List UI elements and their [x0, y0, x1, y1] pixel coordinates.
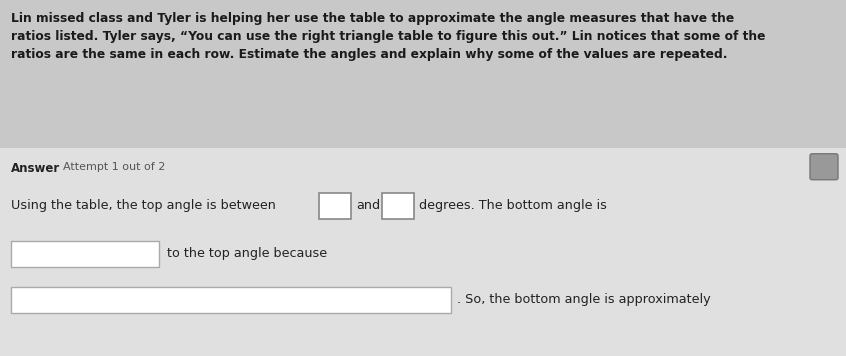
Bar [11, 241, 159, 267]
Text: to the top angle because: to the top angle because [167, 247, 327, 260]
Text: Lin missed class and Tyler is helping her use the table to approximate the angle: Lin missed class and Tyler is helping he… [11, 12, 734, 25]
Text: ratios listed. Tyler says, “You can use the right triangle table to figure this : ratios listed. Tyler says, “You can use … [11, 30, 766, 43]
Text: . So, the bottom angle is approximately: . So, the bottom angle is approximately [457, 293, 711, 306]
Bar [0, 0, 846, 148]
Bar [11, 287, 451, 313]
Text: ⌄: ⌄ [437, 295, 445, 305]
Bar [319, 193, 351, 219]
Text: degrees. The bottom angle is: degrees. The bottom angle is [419, 199, 607, 212]
Bar [0, 148, 846, 356]
Bar [382, 193, 414, 219]
Text: and: and [356, 199, 380, 212]
Text: ratios are the same in each row. Estimate the angles and explain why some of the: ratios are the same in each row. Estimat… [11, 48, 728, 61]
Text: Using the table, the top angle is between: Using the table, the top angle is betwee… [11, 199, 276, 212]
Text: ⌄: ⌄ [145, 249, 153, 259]
Text: Answer: Answer [11, 162, 60, 175]
Text: Attempt 1 out of 2: Attempt 1 out of 2 [63, 162, 165, 172]
FancyBboxPatch shape [810, 154, 838, 180]
